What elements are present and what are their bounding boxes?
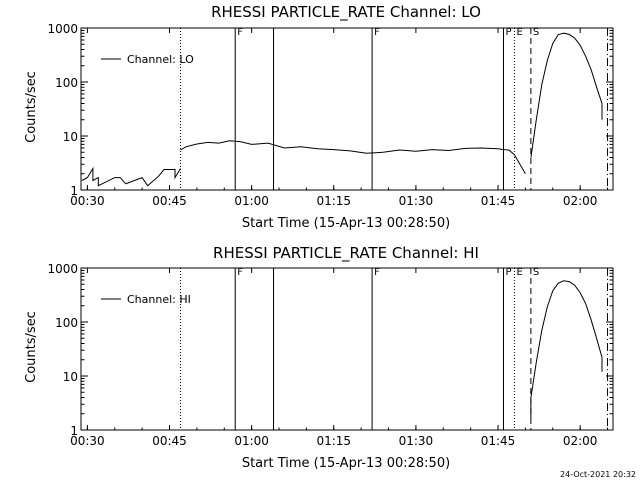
series-line xyxy=(180,140,526,174)
x-axis-label: Start Time (15-Apr-13 00:28:50) xyxy=(242,456,450,471)
y-tick-label: 1 xyxy=(70,184,78,198)
event-marker-label: F xyxy=(374,267,380,278)
plot-frame xyxy=(80,27,614,191)
panel-lo: RHESSI PARTICLE_RATE Channel: LO Counts/… xyxy=(24,3,614,231)
y-tick-label: 100 xyxy=(55,316,78,330)
plot-layer: 00:30 00:45 01:00 01:15 01:30 01:45 02:00 1 10 10… xyxy=(47,22,613,208)
legend-label: Channel: LO xyxy=(127,53,194,66)
chart-title: RHESSI PARTICLE_RATE Channel: HI xyxy=(213,244,479,263)
chart-title: RHESSI PARTICLE_RATE Channel: LO xyxy=(211,3,481,22)
x-tick-label: 01:15 xyxy=(316,194,351,208)
event-marker-label: P xyxy=(505,27,511,38)
event-marker-label: F xyxy=(237,267,243,278)
x-tick-label: 00:45 xyxy=(152,194,187,208)
y-tick-label: 1000 xyxy=(47,262,78,276)
x-axis-label: Start Time (15-Apr-13 00:28:50) xyxy=(242,216,450,231)
x-tick-label: 01:30 xyxy=(399,434,434,448)
x-tick-label: 01:45 xyxy=(481,194,516,208)
legend-label: Channel: HI xyxy=(127,293,191,306)
y-axis-label: Counts/sec xyxy=(24,71,39,143)
plot-frame xyxy=(80,267,614,431)
series-line xyxy=(530,32,603,158)
x-tick-label: 01:30 xyxy=(399,194,434,208)
plot-layer: 00:30 00:45 01:00 01:15 01:30 01:45 02:00 1 10 10… xyxy=(47,262,613,448)
panel-hi: RHESSI PARTICLE_RATE Channel: HI Counts/… xyxy=(24,244,614,471)
y-tick-label: 10 xyxy=(63,370,78,384)
event-marker-label: F xyxy=(374,27,380,38)
series-line xyxy=(530,280,603,419)
x-tick-label: 01:00 xyxy=(234,194,269,208)
y-axis-label: Counts/sec xyxy=(24,311,39,383)
event-marker-label: E xyxy=(516,267,522,278)
x-tick-label: 01:00 xyxy=(234,434,269,448)
x-tick-label: 00:30 xyxy=(70,194,105,208)
event-marker-label: P xyxy=(505,267,511,278)
x-tick-label: 01:15 xyxy=(316,434,351,448)
y-tick-label: 1 xyxy=(70,424,78,438)
series-line xyxy=(81,166,181,187)
event-marker-label: F xyxy=(237,27,243,38)
x-tick-label: 02:00 xyxy=(563,434,598,448)
x-tick-label: 01:45 xyxy=(481,434,516,448)
x-tick-label: 00:45 xyxy=(152,434,187,448)
y-tick-label: 1000 xyxy=(47,22,78,36)
y-tick-label: 100 xyxy=(55,76,78,90)
event-marker-label: S xyxy=(533,27,539,38)
event-marker-label: S xyxy=(533,267,539,278)
y-tick-label: 10 xyxy=(63,130,78,144)
x-tick-label: 02:00 xyxy=(563,194,598,208)
footer-timestamp: 24-Oct-2021 20:32 xyxy=(560,470,636,479)
x-tick-label: 00:30 xyxy=(70,434,105,448)
event-marker-label: E xyxy=(516,27,522,38)
